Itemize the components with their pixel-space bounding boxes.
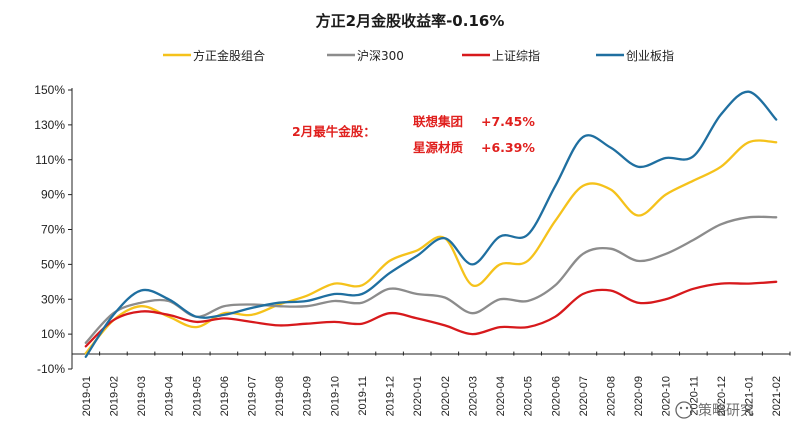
- axes: [71, 88, 790, 369]
- x-tick-label: 2020-04: [495, 376, 507, 416]
- x-tick-label: 2019-08: [274, 376, 286, 416]
- x-tick-label: 2020-03: [467, 376, 479, 416]
- x-ticks: 2019-01 2019-02 2019-03 2019-04 2019-05 2019-…: [71, 351, 791, 416]
- y-tick-label: 70%: [41, 223, 65, 237]
- x-tick-label: 2020-08: [606, 376, 618, 416]
- x-tick-label: 2020-07: [578, 376, 590, 416]
- series-lines: [84, 90, 778, 358]
- annotation-item-2-value: +6.39%: [481, 140, 535, 155]
- x-tick-label: 2019-07: [247, 376, 259, 416]
- y-tick-label: 150%: [34, 83, 65, 97]
- y-tick-label: -10%: [37, 362, 65, 376]
- watermark-text: 策略研究: [698, 402, 754, 419]
- legend: 方正金股组合 沪深300 上证综指 创业板指: [163, 48, 674, 63]
- y-tick-label: 90%: [41, 188, 65, 202]
- x-tick-label: 2019-03: [136, 376, 148, 416]
- series-line-2: [84, 215, 778, 344]
- series-line-3: [84, 280, 778, 348]
- x-tick-label: 2021-02: [771, 376, 783, 416]
- x-tick-label: 2020-01: [412, 376, 424, 416]
- x-tick-label: 2019-09: [302, 376, 314, 416]
- x-tick-label: 2019-02: [108, 376, 120, 416]
- x-tick-label: 2019-04: [164, 376, 176, 416]
- legend-label-2: 沪深300: [357, 49, 404, 63]
- y-tick-label: 10%: [41, 327, 65, 341]
- x-tick-label: 2019-05: [191, 376, 203, 416]
- chart-title: 方正2月金股收益率-0.16%: [316, 12, 505, 30]
- legend-label-4: 创业板指: [626, 48, 674, 63]
- x-tick-label: 2019-01: [81, 376, 93, 416]
- legend-label-3: 上证综指: [492, 48, 540, 63]
- y-tick-label: 110%: [35, 153, 65, 167]
- wechat-icon-dot: [685, 406, 689, 410]
- x-tick-label: 2020-06: [550, 376, 562, 416]
- x-tick-label: 2019-06: [219, 376, 231, 416]
- wechat-icon-dot: [679, 406, 683, 410]
- annotation: 2月最牛金股： 联想集团 +7.45% 星源材质 +6.39%: [292, 114, 535, 155]
- y-tick-label: 130%: [34, 118, 65, 132]
- y-ticks: -10% 10% 30% 50% 70% 90% 110% 130% 150%: [34, 83, 72, 376]
- x-tick-label: 2019-12: [385, 376, 397, 416]
- series-line-1: [84, 139, 778, 355]
- annotation-item-1-value: +7.45%: [481, 114, 535, 129]
- annotation-item-2-name: 星源材质: [413, 140, 464, 155]
- x-tick-label: 2019-10: [329, 376, 341, 416]
- annotation-label: 2月最牛金股：: [292, 124, 376, 139]
- x-tick-label: 2020-09: [633, 376, 645, 416]
- x-tick-label: 2021-01: [744, 376, 756, 416]
- x-tick-label: 2020-02: [440, 376, 452, 416]
- series-line-4: [84, 90, 778, 358]
- legend-label-1: 方正金股组合: [193, 48, 265, 63]
- annotation-item-1-name: 联想集团: [413, 114, 463, 129]
- x-tick-label: 2020-12: [716, 376, 728, 416]
- x-tick-label: 2020-05: [523, 376, 535, 416]
- x-tick-label: 2020-10: [661, 376, 673, 416]
- x-tick-label: 2019-11: [357, 376, 369, 416]
- y-tick-label: 30%: [41, 292, 65, 306]
- wechat-icon: [675, 401, 693, 419]
- y-tick-label: 50%: [41, 257, 65, 271]
- watermark: 策略研究: [675, 401, 754, 419]
